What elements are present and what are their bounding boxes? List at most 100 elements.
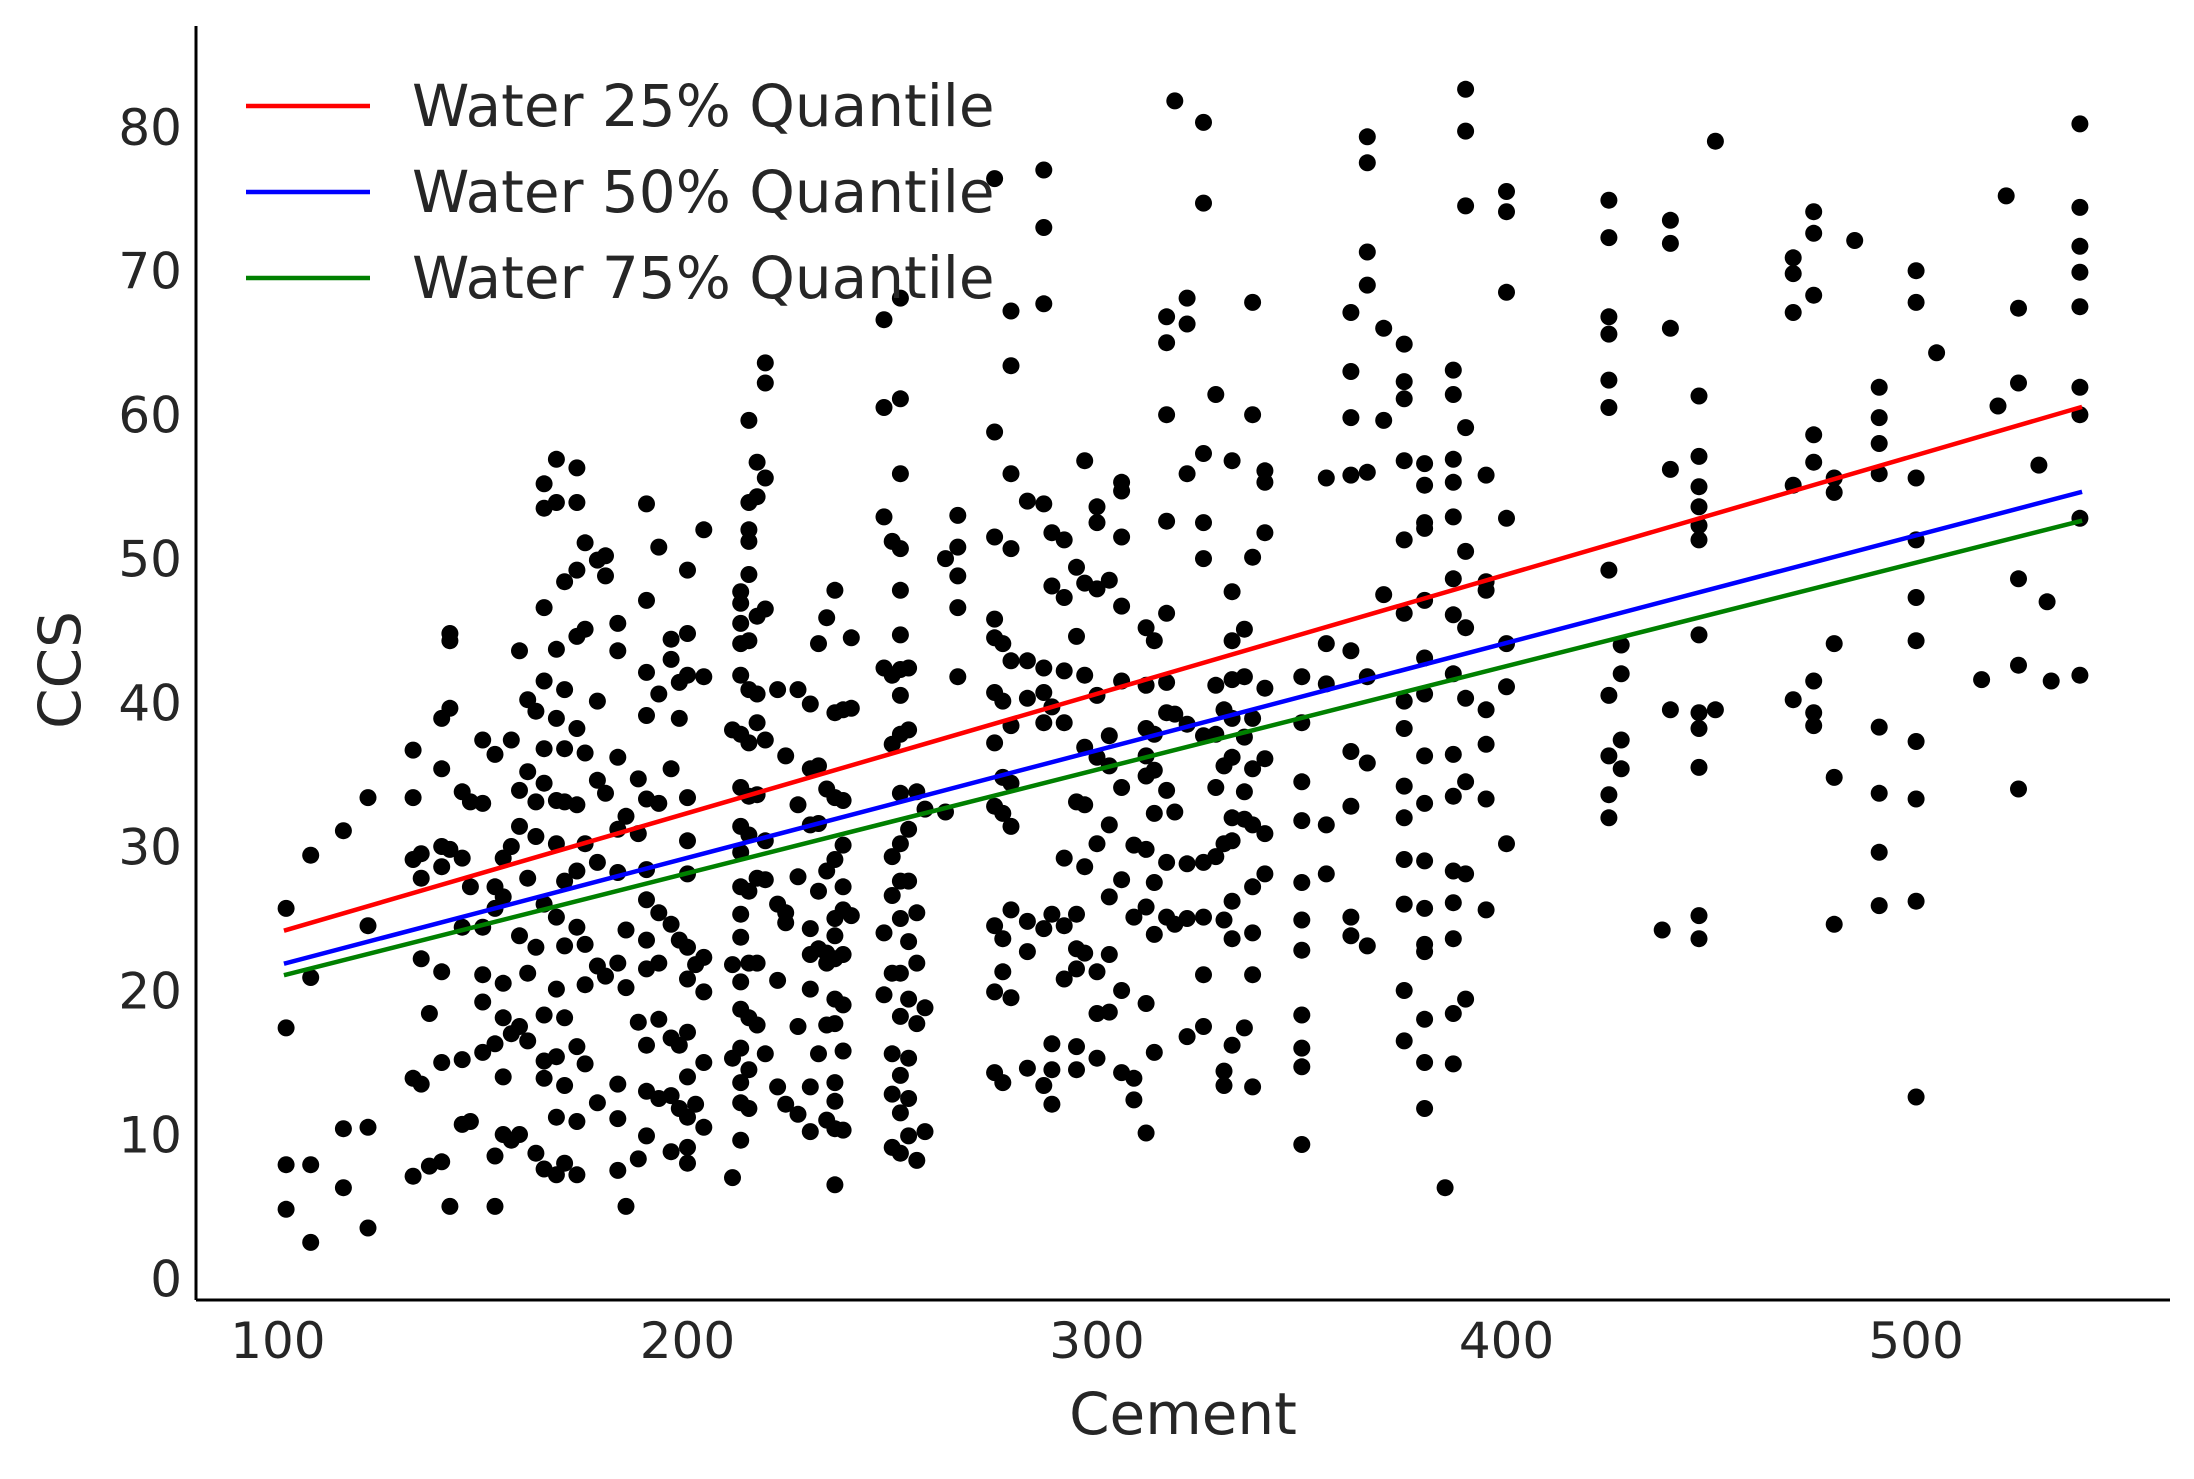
data-point [1395,809,1413,827]
data-point [687,1095,705,1113]
data-point [1342,642,1360,660]
data-point [1018,912,1036,930]
data-point [724,956,741,974]
data-point [1055,917,1073,935]
data-point [412,1075,430,1093]
data-point [638,1082,655,1100]
data-point [609,1110,627,1128]
data-point [441,1197,459,1215]
data-point [891,626,909,644]
data-point [1223,1036,1241,1054]
data-point [1784,691,1802,709]
data-point [662,1087,680,1105]
x-tick-label: 400 [1459,1312,1554,1370]
data-point [1317,635,1335,653]
data-point [1068,905,1085,923]
data-point [1137,1124,1155,1142]
data-point [994,635,1012,653]
data-point [1416,899,1434,917]
data-point [576,1055,594,1073]
data-point [1395,373,1413,391]
data-point [810,1045,827,1063]
data-point [1342,409,1360,427]
data-point [609,642,627,660]
data-point [724,1169,741,1187]
data-point [568,1038,586,1056]
data-point [662,630,680,648]
data-point [1600,371,1618,389]
data-point [302,969,320,986]
data-point [769,971,787,989]
data-point [638,591,655,609]
data-point [1342,797,1360,815]
data-point [597,967,614,985]
y-tick-label: 10 [118,1106,182,1164]
data-point [670,709,688,727]
data-point [609,954,627,972]
data-point [1395,531,1413,549]
data-point [1825,635,1843,653]
data-point [1784,249,1802,267]
data-point [1178,465,1196,483]
data-point [679,1023,696,1041]
data-point [679,1138,696,1156]
data-point [1805,704,1823,722]
data-point [801,695,819,713]
data-point [1342,304,1360,321]
data-point [679,625,696,642]
data-point [1600,325,1618,343]
data-point [1600,561,1618,579]
data-point [810,757,827,775]
data-point [494,974,512,992]
data-point [1035,495,1053,513]
data-point [1002,465,1020,483]
data-point [801,980,819,998]
data-point [617,979,635,997]
data-point [1457,619,1475,637]
data-point [527,1144,545,1162]
data-point [568,1166,586,1184]
data-point [732,928,750,946]
data-point [1195,113,1212,131]
data-point [1145,925,1163,943]
data-point [1018,689,1036,707]
y-tick-label: 40 [118,675,182,733]
y-tick-label: 70 [118,243,182,301]
data-point [441,840,459,858]
data-point [1375,411,1393,429]
data-point [547,640,565,658]
data-point [576,534,594,552]
data-point [1706,701,1724,719]
series-line-1 [283,404,2083,933]
data-point [1846,232,1864,249]
data-point [1207,386,1225,403]
data-point [1805,426,1823,444]
data-point [576,744,594,762]
data-point [1612,731,1630,749]
data-point [748,954,766,972]
data-point [1457,80,1475,98]
data-point [1600,686,1618,704]
data-point [568,862,586,880]
data-point [535,1006,553,1024]
data-point [1690,478,1708,496]
data-point [1600,747,1618,765]
data-point [494,1009,512,1027]
data-point [1317,816,1335,834]
data-point [1375,586,1393,604]
data-point [433,1153,451,1171]
data-point [1997,187,2015,205]
data-point [748,685,766,703]
data-point [1870,718,1888,736]
data-point [834,996,852,1014]
data-point [801,1078,819,1096]
data-point [2071,198,2089,216]
data-point [588,692,606,710]
data-point [1805,672,1823,690]
data-point [568,459,586,477]
data-point [1416,1010,1434,1028]
data-point [740,1061,758,1079]
data-point [908,1151,926,1169]
data-point [568,918,586,936]
